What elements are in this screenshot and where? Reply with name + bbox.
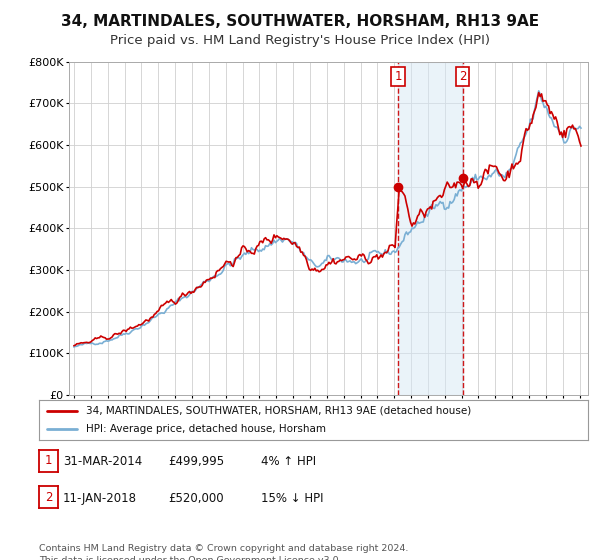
Text: £520,000: £520,000 <box>168 492 224 505</box>
Text: 11-JAN-2018: 11-JAN-2018 <box>63 492 137 505</box>
Text: 1: 1 <box>394 70 401 83</box>
Text: 34, MARTINDALES, SOUTHWATER, HORSHAM, RH13 9AE: 34, MARTINDALES, SOUTHWATER, HORSHAM, RH… <box>61 14 539 29</box>
Text: 15% ↓ HPI: 15% ↓ HPI <box>261 492 323 505</box>
Text: 31-MAR-2014: 31-MAR-2014 <box>63 455 142 468</box>
Text: 2: 2 <box>459 70 466 83</box>
Text: HPI: Average price, detached house, Horsham: HPI: Average price, detached house, Hors… <box>86 424 326 434</box>
Text: £499,995: £499,995 <box>168 455 224 468</box>
Text: Price paid vs. HM Land Registry's House Price Index (HPI): Price paid vs. HM Land Registry's House … <box>110 34 490 46</box>
Text: 4% ↑ HPI: 4% ↑ HPI <box>261 455 316 468</box>
Text: 34, MARTINDALES, SOUTHWATER, HORSHAM, RH13 9AE (detached house): 34, MARTINDALES, SOUTHWATER, HORSHAM, RH… <box>86 406 471 416</box>
Text: Contains HM Land Registry data © Crown copyright and database right 2024.
This d: Contains HM Land Registry data © Crown c… <box>39 544 409 560</box>
Text: 2: 2 <box>45 491 52 503</box>
Text: 1: 1 <box>45 454 52 467</box>
